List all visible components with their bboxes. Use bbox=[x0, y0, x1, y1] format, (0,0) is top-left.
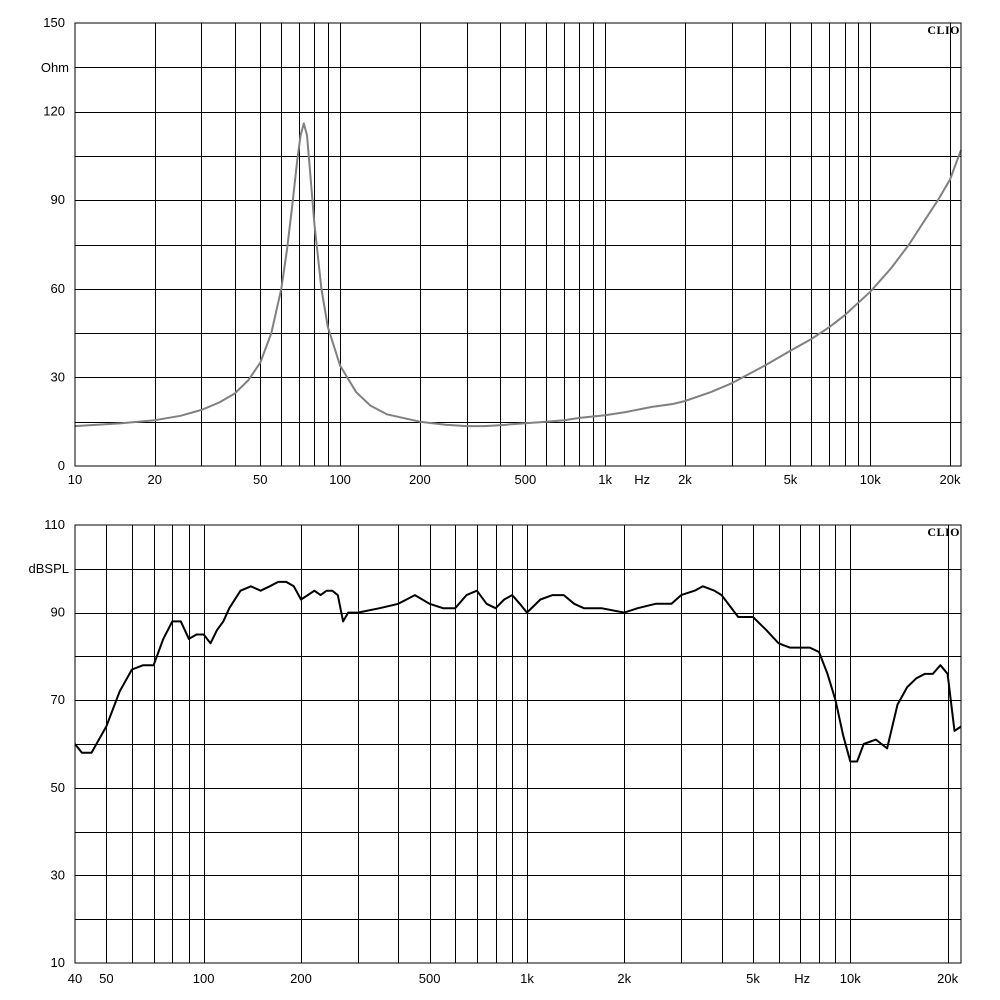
spl-y-axis-label: dBSPL bbox=[29, 561, 69, 576]
spl-x-tick-label: 1k bbox=[520, 971, 534, 986]
impedance-curve bbox=[74, 122, 962, 428]
spl-x-tick-label: 500 bbox=[419, 971, 441, 986]
impedance-y-tick-labels: 0 30 60 90 120 150 bbox=[43, 15, 65, 473]
impedance-y-tick-label: 30 bbox=[51, 369, 65, 384]
spl-y-tick-label: 90 bbox=[51, 605, 65, 620]
impedance-y-tick-label: 0 bbox=[58, 458, 65, 473]
impedance-x-tick-label: 5k bbox=[784, 472, 798, 487]
impedance-y-tick-label: 60 bbox=[51, 281, 65, 296]
impedance-x-tick-label: 500 bbox=[515, 472, 537, 487]
impedance-y-tick-label: 120 bbox=[43, 104, 65, 119]
impedance-x-tick-label: 2k bbox=[678, 472, 692, 487]
spl-y-tick-label: 50 bbox=[51, 780, 65, 795]
spl-curve-line bbox=[74, 580, 962, 763]
spl-x-tick-label: 10k bbox=[840, 971, 861, 986]
spl-y-tick-label: 30 bbox=[51, 867, 65, 882]
spl-x-unit-label: Hz bbox=[794, 971, 810, 986]
impedance-chart: 0 30 60 90 120 150 10 20 50 100 200 500 1k 2k 5k 10k 20… bbox=[41, 15, 962, 487]
impedance-x-tick-label: 50 bbox=[253, 472, 267, 487]
spl-grid bbox=[75, 525, 961, 963]
spl-x-tick-label: 200 bbox=[290, 971, 312, 986]
impedance-x-tick-label: 200 bbox=[409, 472, 431, 487]
spl-x-tick-label: 20k bbox=[937, 971, 958, 986]
impedance-x-tick-label: 10 bbox=[68, 472, 82, 487]
spl-y-tick-label: 10 bbox=[51, 955, 65, 970]
impedance-curve-line bbox=[74, 122, 962, 428]
spl-x-tick-label: 5k bbox=[746, 971, 760, 986]
impedance-y-axis-label: Ohm bbox=[41, 60, 69, 75]
spl-x-tick-label: 40 bbox=[68, 971, 82, 986]
spl-x-tick-label: 50 bbox=[99, 971, 113, 986]
impedance-x-unit-label: Hz bbox=[634, 472, 650, 487]
spl-clio-brand: CLIO bbox=[927, 525, 960, 539]
impedance-x-tick-label: 10k bbox=[860, 472, 881, 487]
impedance-clio-brand: CLIO bbox=[927, 23, 960, 37]
spl-y-tick-label: 110 bbox=[44, 517, 65, 532]
impedance-plot-frame bbox=[74, 22, 962, 467]
impedance-x-tick-label: 100 bbox=[329, 472, 351, 487]
spl-y-tick-label: 70 bbox=[51, 692, 65, 707]
spl-x-tick-labels: 40 50 100 200 500 1k 2k 5k 10k 20k bbox=[68, 971, 959, 986]
spl-plot-frame bbox=[74, 524, 962, 964]
impedance-y-tick-label: 90 bbox=[51, 192, 65, 207]
spl-x-tick-label: 2k bbox=[617, 971, 631, 986]
spl-curve bbox=[74, 580, 962, 763]
impedance-x-tick-label: 20k bbox=[940, 472, 961, 487]
spl-x-tick-label: 100 bbox=[193, 971, 215, 986]
impedance-grid bbox=[75, 23, 961, 466]
impedance-x-tick-label: 1k bbox=[598, 472, 612, 487]
impedance-x-tick-labels: 10 20 50 100 200 500 1k 2k 5k 10k 20k bbox=[68, 472, 961, 487]
impedance-y-tick-label: 150 bbox=[43, 15, 65, 30]
spl-y-tick-labels: 10 30 50 70 90 110 bbox=[44, 517, 65, 970]
impedance-x-tick-label: 20 bbox=[148, 472, 162, 487]
